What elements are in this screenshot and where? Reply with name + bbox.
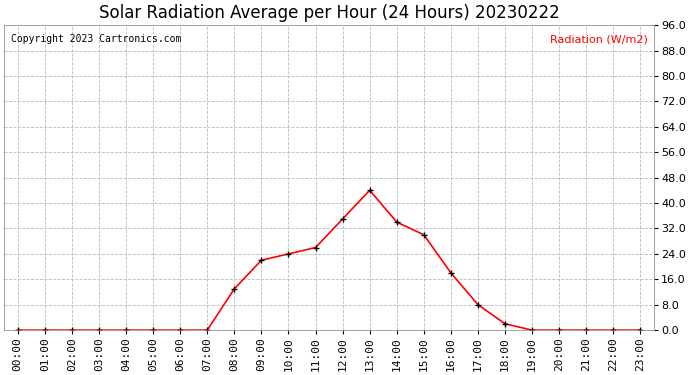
Text: Radiation (W/m2): Radiation (W/m2) xyxy=(550,34,647,44)
Text: Copyright 2023 Cartronics.com: Copyright 2023 Cartronics.com xyxy=(10,34,181,44)
Title: Solar Radiation Average per Hour (24 Hours) 20230222: Solar Radiation Average per Hour (24 Hou… xyxy=(99,4,560,22)
